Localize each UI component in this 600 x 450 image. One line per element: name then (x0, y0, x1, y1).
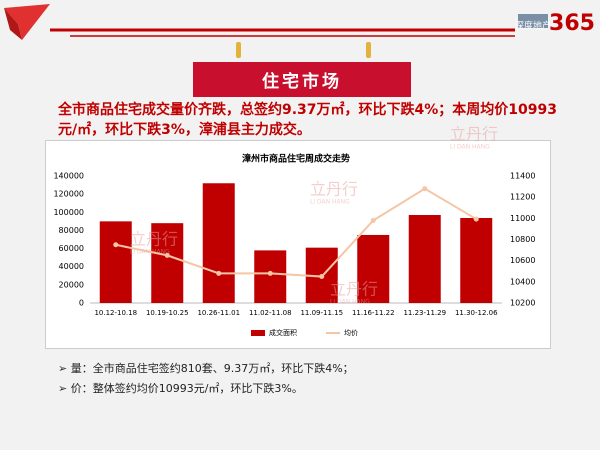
y2-tick-label: 10800 (510, 235, 535, 244)
y2-tick-label: 10600 (510, 256, 535, 265)
line-marker (370, 217, 376, 223)
line-marker (113, 242, 119, 248)
banner: 住宅市场 (193, 62, 411, 97)
plane-icon (4, 4, 50, 40)
y-tick-label: 40000 (59, 262, 84, 271)
x-tick-label: 11.23-11.29 (403, 309, 446, 317)
bullet: 量：全市商品住宅签约810套、9.37万㎡，环比下跌4%； (58, 360, 354, 376)
x-tick-label: 10.19-10.25 (146, 309, 189, 317)
bar (151, 223, 184, 303)
plane-shadow (4, 8, 22, 40)
y2-tick-label: 10400 (510, 277, 535, 286)
bar (408, 215, 441, 303)
x-tick-label: 11.30-12.06 (455, 309, 498, 317)
x-tick-label: 11.09-11.15 (300, 309, 343, 317)
legend-label: 成交面积 (269, 328, 297, 337)
line-marker (267, 270, 273, 276)
x-tick-label: 10.12-10.18 (94, 309, 137, 317)
y2-tick-label: 11400 (510, 172, 535, 181)
x-tick-label: 10.26-11.01 (197, 309, 240, 317)
x-tick-label: 11.02-11.08 (249, 309, 292, 317)
y-tick-label: 100000 (53, 208, 84, 217)
bar (99, 221, 132, 303)
bar (202, 183, 235, 303)
logo-box (518, 14, 548, 28)
y-tick-label: 20000 (59, 280, 84, 289)
x-tick-label: 11.16-11.22 (352, 309, 395, 317)
y-tick-label: 60000 (59, 244, 84, 253)
legend-swatch (251, 330, 265, 336)
line-marker (319, 274, 325, 280)
y-tick-label: 120000 (53, 190, 84, 199)
line (115, 187, 477, 278)
pin (236, 42, 241, 58)
chart: 漳州市商品住宅周成交走势 0 20000 40000 60000 80000 100000… (45, 140, 551, 349)
y2-tick-label: 10200 (510, 299, 535, 308)
y2-tick-label: 11000 (510, 214, 535, 223)
logo-number: 365 (549, 11, 595, 36)
legend-label: 均价 (344, 328, 358, 337)
line-marker (164, 252, 170, 258)
bullet: 价：整体签约均价10993元/㎡，环比下跌3%。 (58, 380, 303, 396)
bar (254, 250, 287, 303)
y-tick-label: 0 (79, 299, 84, 308)
logo-text: 深度地产 (515, 20, 551, 32)
pin (366, 42, 371, 58)
line-marker (422, 186, 428, 192)
y-tick-label: 80000 (59, 226, 84, 235)
y-tick-label: 140000 (53, 172, 84, 181)
headline: 全市商品住宅成交量价齐跌，总签约9.37万㎡，环比下跌4%；本周均价10993元… (58, 102, 558, 138)
header-decor: 深度地产 365 (4, 4, 595, 58)
y2-tick-label: 11200 (510, 193, 535, 202)
line-marker (216, 270, 222, 276)
bar (357, 234, 390, 303)
chart-title: 漳州市商品住宅周成交走势 (242, 153, 350, 165)
line-marker (473, 216, 479, 222)
bar (460, 218, 493, 303)
